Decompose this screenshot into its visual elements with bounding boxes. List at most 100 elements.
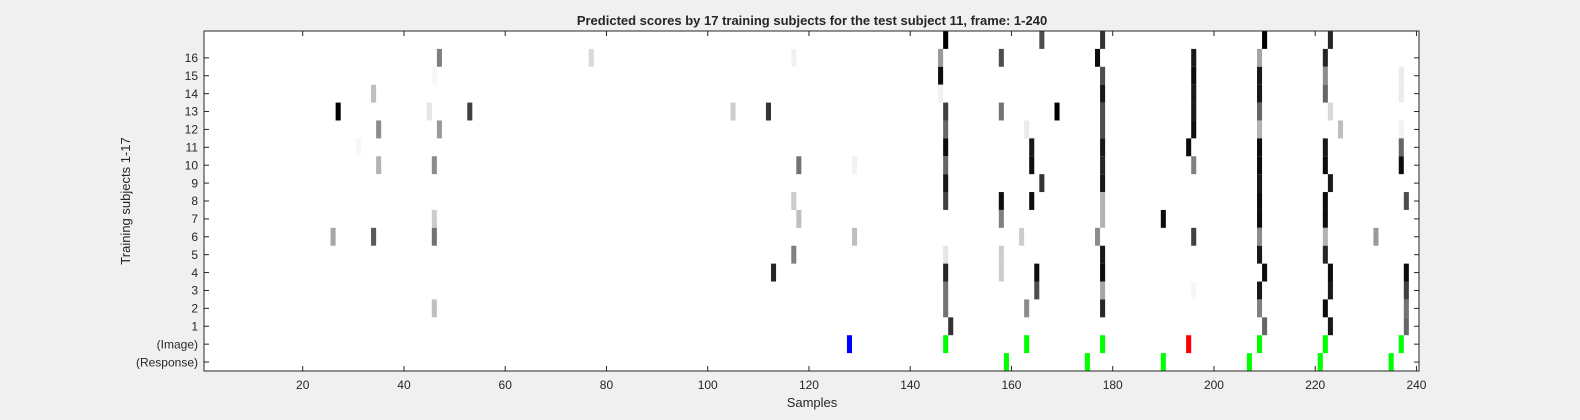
heatmap-cell xyxy=(998,209,1004,228)
heatmap-cell xyxy=(791,192,797,210)
heatmap-cell xyxy=(1398,84,1404,103)
heatmap-cell xyxy=(943,156,949,175)
x-tick-label: 160 xyxy=(1001,378,1021,392)
heatmap-cell xyxy=(1191,102,1197,121)
heatmap-cell xyxy=(1322,192,1328,210)
heatmap-cell xyxy=(1191,227,1197,246)
heatmap-cell xyxy=(938,66,944,85)
x-tick-label: 200 xyxy=(1204,378,1224,392)
y-tick-label: 2 xyxy=(191,302,198,316)
y-tick-label: 6 xyxy=(191,230,198,244)
heatmap-cell xyxy=(1019,227,1025,246)
y-tick-label: 16 xyxy=(185,51,199,65)
y-tick-label: 7 xyxy=(191,212,198,226)
heatmap-cell xyxy=(1029,156,1035,175)
heatmap-cell xyxy=(796,209,802,228)
heatmap-cell xyxy=(1100,120,1106,139)
heatmap-cell xyxy=(1403,281,1409,300)
heatmap-cell xyxy=(431,156,437,175)
y-tick-label: 15 xyxy=(185,69,199,83)
y-tick-label: 11 xyxy=(186,141,199,155)
y-tick-label: 10 xyxy=(185,158,199,172)
heatmap-cell xyxy=(943,31,949,49)
image-marker xyxy=(1024,335,1030,354)
heatmap-cell xyxy=(431,209,437,228)
heatmap-cell xyxy=(1327,317,1333,336)
image-marker xyxy=(1186,335,1192,354)
heatmap-cell xyxy=(1039,31,1045,49)
y-tick-label: 12 xyxy=(185,123,199,137)
heatmap-cell xyxy=(1100,66,1106,85)
image-marker xyxy=(1322,335,1328,354)
heatmap-cell xyxy=(1322,84,1328,103)
heatmap-cell xyxy=(998,263,1004,282)
heatmap-cell xyxy=(1029,192,1035,210)
heatmap-cell xyxy=(791,245,797,264)
heatmap-cell xyxy=(1191,84,1197,103)
heatmap-cell xyxy=(1322,48,1328,67)
y-tick-label: 14 xyxy=(185,87,199,101)
heatmap-cell xyxy=(1257,209,1263,228)
heatmap-cell xyxy=(1327,102,1333,121)
heatmap-cell xyxy=(1327,281,1333,300)
heatmap-cell xyxy=(1262,263,1268,282)
stimulus-markers xyxy=(846,335,1404,371)
heatmap-cell xyxy=(1095,227,1101,246)
response-marker xyxy=(1246,353,1252,371)
heatmap-cell xyxy=(1398,156,1404,175)
heatmap-cell xyxy=(1327,174,1333,193)
heatmap-cell xyxy=(938,48,944,67)
heatmap-cell xyxy=(943,120,949,139)
heatmap-cell xyxy=(1100,245,1106,264)
heatmap-cell xyxy=(376,120,382,139)
heatmap-cell xyxy=(998,192,1004,210)
heatmap-cell xyxy=(1327,263,1333,282)
heatmap-cell xyxy=(1054,102,1060,121)
heatmap-cell xyxy=(1257,245,1263,264)
heatmap-cell xyxy=(588,48,594,67)
heatmap-cell xyxy=(1100,31,1106,49)
heatmap-cell xyxy=(1403,192,1409,210)
image-marker xyxy=(1398,335,1404,354)
heatmap-cell xyxy=(1322,227,1328,246)
heatmap-cell xyxy=(852,156,858,175)
heatmap-cell xyxy=(1257,84,1263,103)
heatmap-cell xyxy=(1403,263,1409,282)
heatmap-cell xyxy=(1257,120,1263,139)
heatmap-cell xyxy=(1257,281,1263,300)
heatmap-cell xyxy=(371,84,377,103)
x-tick-label: 80 xyxy=(600,378,614,392)
heatmap-cell xyxy=(1034,281,1040,300)
heatmap-cell xyxy=(852,227,858,246)
heatmap-cell xyxy=(431,66,437,85)
x-tick-label: 60 xyxy=(499,378,513,392)
chart-title: Predicted scores by 17 training subjects… xyxy=(577,13,1047,28)
heatmap-cell xyxy=(1160,209,1166,228)
heatmap-cell xyxy=(1322,245,1328,264)
heatmap-cell xyxy=(765,102,771,121)
x-tick-label: 120 xyxy=(799,378,819,392)
heatmap-cell xyxy=(1095,48,1101,67)
heatmap-cell xyxy=(1327,31,1333,49)
heatmap-cell xyxy=(1039,174,1045,193)
heatmap-cell xyxy=(1398,66,1404,85)
heatmap-cell xyxy=(1322,66,1328,85)
heatmap-cell xyxy=(1100,174,1106,193)
heatmap-cell xyxy=(330,227,336,246)
response-marker xyxy=(1003,353,1009,371)
x-tick-label: 20 xyxy=(296,378,310,392)
heatmap-cell xyxy=(1191,120,1197,139)
image-marker xyxy=(1100,335,1106,354)
y-tick-label: 8 xyxy=(191,194,198,208)
response-marker xyxy=(1084,353,1090,371)
heatmap-cell xyxy=(371,227,377,246)
heatmap-cell xyxy=(431,227,437,246)
plot-area xyxy=(204,31,1419,371)
heatmap-cell xyxy=(1257,299,1263,318)
heatmap-cell xyxy=(998,102,1004,121)
heatmap-cell xyxy=(943,102,949,121)
x-axis-ticks: 20 40 60 80 100 120 140 160 180 200 220 240 xyxy=(296,31,1427,392)
heatmap-cell xyxy=(1398,138,1404,157)
heatmap-cell xyxy=(796,156,802,175)
